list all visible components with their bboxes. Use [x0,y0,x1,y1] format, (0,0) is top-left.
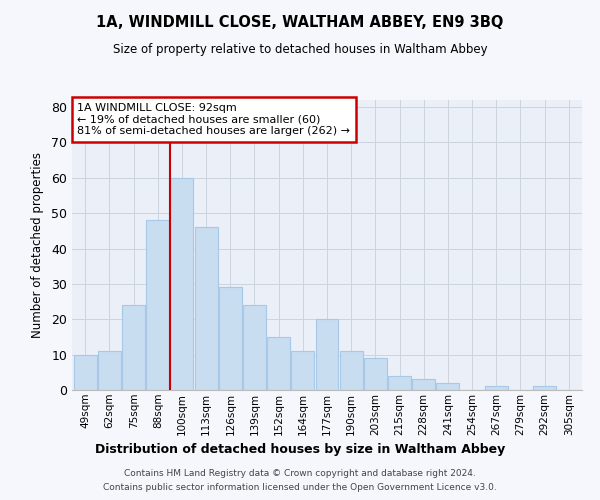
Bar [316,320,338,390]
Text: Size of property relative to detached houses in Waltham Abbey: Size of property relative to detached ho… [113,42,487,56]
Text: Distribution of detached houses by size in Waltham Abbey: Distribution of detached houses by size … [95,442,505,456]
Bar [74,354,97,390]
Bar [292,351,314,390]
Bar [98,351,121,390]
Y-axis label: Number of detached properties: Number of detached properties [31,152,44,338]
Bar [340,351,362,390]
Text: Contains public sector information licensed under the Open Government Licence v3: Contains public sector information licen… [103,484,497,492]
Bar [122,305,145,390]
Bar [219,288,242,390]
Bar [364,358,387,390]
Bar [533,386,556,390]
Bar [146,220,169,390]
Bar [485,386,508,390]
Bar [436,383,460,390]
Bar [243,305,266,390]
Bar [388,376,411,390]
Text: Contains HM Land Registry data © Crown copyright and database right 2024.: Contains HM Land Registry data © Crown c… [124,468,476,477]
Bar [267,337,290,390]
Bar [194,228,218,390]
Bar [170,178,193,390]
Text: 1A WINDMILL CLOSE: 92sqm
← 19% of detached houses are smaller (60)
81% of semi-d: 1A WINDMILL CLOSE: 92sqm ← 19% of detach… [77,103,350,136]
Text: 1A, WINDMILL CLOSE, WALTHAM ABBEY, EN9 3BQ: 1A, WINDMILL CLOSE, WALTHAM ABBEY, EN9 3… [97,15,503,30]
Bar [412,380,435,390]
